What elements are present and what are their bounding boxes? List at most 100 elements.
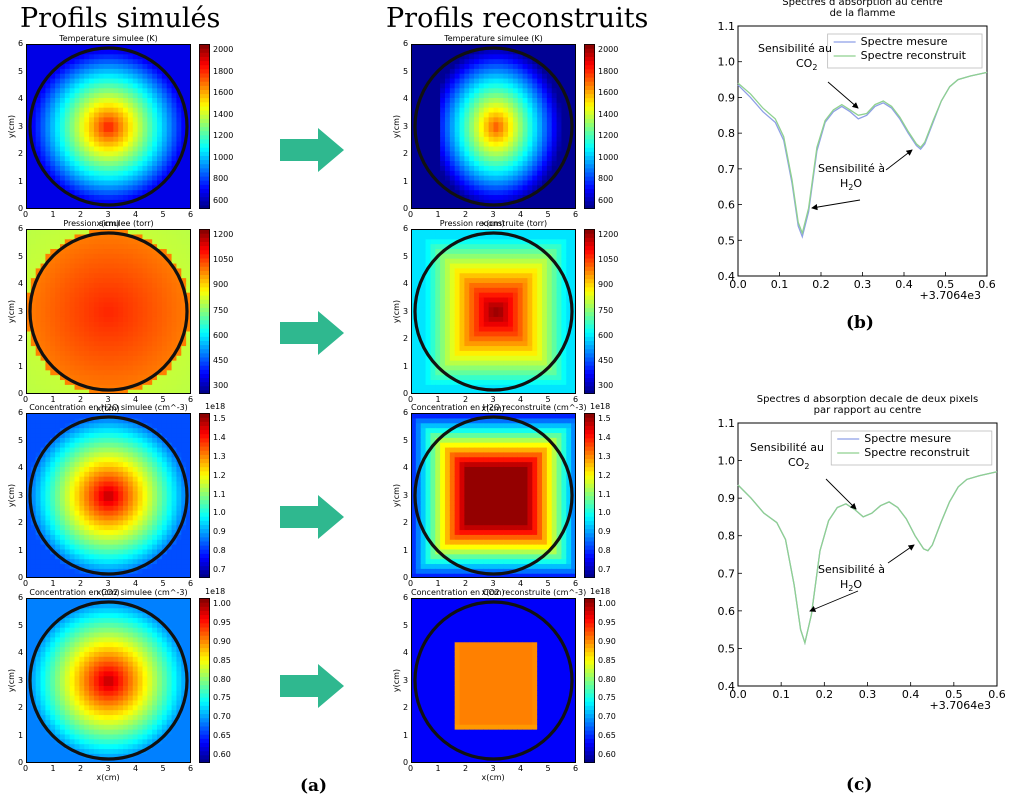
- y-tick: 2: [18, 518, 24, 527]
- flame-boundary-circle: [28, 415, 189, 576]
- y-tick: 3: [18, 675, 24, 685]
- y-tick: 2: [403, 518, 409, 527]
- series-line-0: [737, 71, 988, 239]
- colorbar-tick: 1.00: [213, 599, 231, 608]
- x-tick: 1: [435, 395, 441, 404]
- colorbar-sim-2: [199, 413, 210, 578]
- y-tick: 4: [18, 279, 24, 288]
- x-tick-label: 0.6: [988, 688, 1006, 701]
- map-title-rec-1: Pression reconstruite (torr): [439, 219, 548, 228]
- map-title-rec-0: Temperature simulee (K): [444, 34, 543, 43]
- flame-boundary-circle: [28, 600, 189, 761]
- colorbar-tick: 0.60: [213, 750, 231, 759]
- x-tick-label: 0.5: [937, 278, 955, 291]
- y-tick-label: 0.7: [718, 567, 736, 580]
- y-tick: 1: [18, 176, 24, 186]
- y-tick-label: 1.0: [718, 455, 736, 468]
- x-axis-label: x(cm): [481, 404, 505, 413]
- map-title-sim-3: Concentration en CO2 simulee (cm^-3): [29, 588, 188, 597]
- map-title-sim-1: Pression simulee (torr): [63, 219, 154, 228]
- transform-arrow: [280, 664, 344, 708]
- y-tick-label: 0.6: [718, 605, 736, 618]
- annotation-arrow: [827, 81, 859, 109]
- colorbar-rec-3: [584, 598, 595, 763]
- x-tick: 2: [463, 210, 469, 219]
- transform-arrow: [280, 311, 344, 355]
- colorbar-tick: 1000: [213, 152, 234, 162]
- x-tick: 4: [133, 395, 139, 404]
- x-tick: 2: [78, 579, 84, 588]
- y-tick: 1: [403, 545, 409, 555]
- y-tick: 6: [18, 224, 24, 233]
- x-tick: 1: [50, 210, 56, 219]
- y-tick-label: 0.4: [718, 680, 736, 693]
- y-tick: 1: [18, 361, 24, 371]
- colorbar-sim-1: [199, 229, 210, 394]
- colorbar-tick: 0.95: [213, 617, 231, 627]
- map-title-rec-2: Concentration en H2O reconstruite (cm^-3…: [411, 403, 587, 412]
- y-tick: 4: [403, 648, 409, 657]
- colorbar-tick: 1400: [598, 109, 619, 119]
- colorbar-tick: 450: [213, 355, 229, 365]
- chart-title-line: par rapport au centre: [814, 405, 922, 416]
- colorbar-tick: 0.9: [213, 527, 226, 537]
- simulated-profiles-title: Profils simulés: [20, 3, 221, 34]
- y-tick: 2: [18, 703, 24, 712]
- y-tick-label: 0.5: [718, 234, 736, 247]
- x-tick: 6: [188, 579, 194, 588]
- colorbar-tick: 300: [598, 381, 614, 390]
- x-tick-label: 0.6: [978, 278, 996, 291]
- chart-title-line: Spectres d absorption au centre: [782, 0, 942, 8]
- y-tick: 6: [18, 39, 24, 48]
- heatmap-rec-2: [411, 413, 576, 578]
- x-tick-label: 0.0: [729, 278, 747, 291]
- y-tick: 5: [403, 620, 409, 630]
- y-tick: 5: [403, 435, 409, 445]
- chart-title-line: de la flamme: [830, 8, 896, 19]
- x-tick: 1: [435, 764, 441, 773]
- reconstructed-profiles-title: Profils reconstruits: [386, 3, 649, 34]
- y-tick-label: 1.1: [718, 417, 736, 430]
- colorbar-tick: 1200: [598, 131, 619, 141]
- annotation-arrow: [887, 544, 915, 564]
- y-tick: 2: [403, 149, 409, 158]
- x-tick: 1: [435, 579, 441, 588]
- x-tick: 2: [78, 395, 84, 404]
- y-tick: 0: [403, 758, 409, 767]
- colorbar-tick: 1.4: [213, 432, 226, 442]
- colorbar-tick: 0.60: [598, 750, 616, 759]
- colorbar-tick: 800: [598, 174, 614, 184]
- x-tick: 0: [23, 395, 29, 404]
- heatmap-rec-3: [411, 598, 576, 763]
- colorbar-tick: 1.3: [598, 451, 611, 461]
- x-tick: 1: [50, 764, 56, 773]
- colorbar-exponent: 1e18: [205, 587, 226, 596]
- chart-title-line: Spectres d absorption decale de deux pix…: [757, 395, 979, 405]
- heatmap-sim-0: [26, 44, 191, 209]
- y-tick: 2: [18, 334, 24, 343]
- x-tick-label: 0.2: [816, 688, 834, 701]
- colorbar-tick: 1000: [598, 152, 619, 162]
- colorbar-tick: 0.95: [598, 617, 616, 627]
- flame-boundary-circle: [28, 231, 189, 392]
- y-tick: 1: [403, 361, 409, 371]
- colorbar-tick: 1.4: [598, 432, 611, 442]
- x-tick: 4: [518, 395, 524, 404]
- y-tick: 4: [18, 463, 24, 472]
- y-tick: 3: [403, 306, 409, 316]
- y-tick: 0: [403, 389, 409, 398]
- x-tick-label: 0.0: [729, 688, 747, 701]
- y-tick: 0: [18, 389, 24, 398]
- y-axis-label: y(cm): [7, 668, 17, 692]
- y-tick: 6: [403, 593, 409, 602]
- colorbar-tick: 0.85: [598, 655, 616, 665]
- y-tick: 3: [403, 490, 409, 500]
- colorbar-tick: 0.80: [213, 674, 231, 684]
- colorbar-tick: 0.85: [213, 655, 231, 665]
- y-tick-label: 0.8: [718, 530, 736, 543]
- annotation-h2o-formula: H2O: [840, 177, 862, 192]
- y-axis-label: y(cm): [7, 299, 17, 323]
- series-line-1: [737, 471, 998, 646]
- heatmap-sim-2: [26, 413, 191, 578]
